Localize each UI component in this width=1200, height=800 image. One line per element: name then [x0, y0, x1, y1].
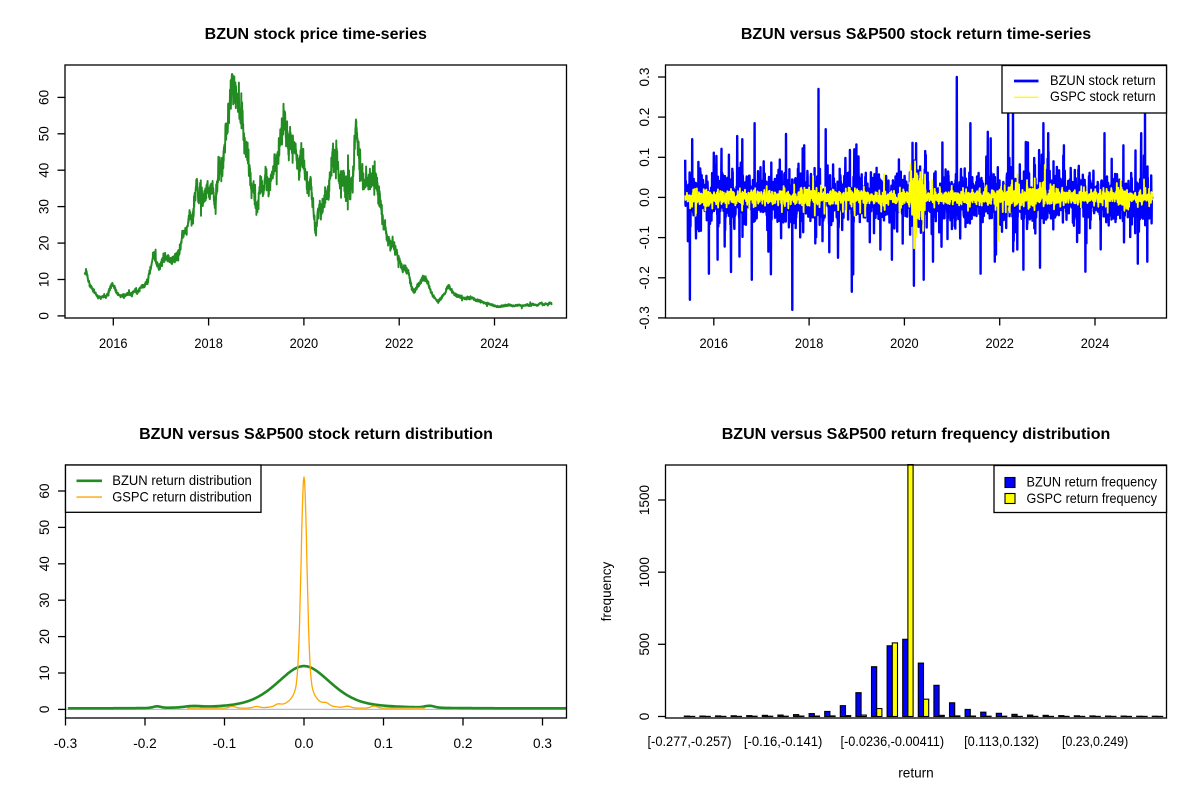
svg-text:0: 0: [637, 712, 652, 720]
svg-text:40: 40: [37, 556, 52, 572]
svg-text:BZUN stock return: BZUN stock return: [1050, 73, 1156, 88]
svg-text:0: 0: [37, 705, 52, 713]
svg-text:2022: 2022: [385, 336, 414, 351]
svg-text:50: 50: [37, 519, 52, 535]
svg-text:2016: 2016: [700, 336, 729, 351]
svg-text:0.2: 0.2: [454, 736, 473, 751]
svg-text:60: 60: [36, 89, 51, 105]
svg-text:GSPC return frequency: GSPC return frequency: [1027, 491, 1158, 506]
svg-text:-0.3: -0.3: [54, 736, 77, 751]
svg-text:-0.1: -0.1: [213, 736, 236, 751]
svg-text:30: 30: [37, 592, 52, 608]
svg-text:2018: 2018: [795, 336, 824, 351]
svg-text:BZUN stock price time-series: BZUN stock price time-series: [205, 26, 427, 43]
svg-text:0.1: 0.1: [374, 736, 393, 751]
svg-text:2024: 2024: [1081, 336, 1110, 351]
svg-text:500: 500: [637, 633, 652, 656]
svg-text:[0.113,0.132): [0.113,0.132): [964, 734, 1039, 749]
svg-text:30: 30: [36, 199, 51, 215]
svg-text:GSPC return distribution: GSPC return distribution: [112, 489, 252, 504]
svg-text:2020: 2020: [890, 336, 919, 351]
svg-text:10: 10: [37, 665, 52, 681]
svg-text:0.0: 0.0: [295, 736, 314, 751]
svg-text:BZUN return frequency: BZUN return frequency: [1027, 475, 1158, 490]
svg-text:[-0.0236,-0.00411): [-0.0236,-0.00411): [841, 734, 945, 749]
svg-text:[-0.16,-0.141): [-0.16,-0.141): [744, 734, 823, 749]
svg-text:frequency: frequency: [599, 561, 614, 621]
svg-text:-0.2: -0.2: [637, 266, 652, 289]
svg-text:[0.23,0.249): [0.23,0.249): [1062, 734, 1128, 749]
svg-text:2018: 2018: [194, 336, 223, 351]
svg-text:2024: 2024: [480, 336, 509, 351]
svg-text:0.0: 0.0: [637, 188, 652, 207]
svg-text:10: 10: [36, 272, 51, 288]
svg-text:0.3: 0.3: [637, 68, 652, 87]
svg-text:-0.2: -0.2: [133, 736, 156, 751]
svg-text:BZUN versus S&P500 stock retur: BZUN versus S&P500 stock return distribu…: [139, 426, 493, 443]
svg-text:50: 50: [36, 126, 51, 142]
svg-text:0.1: 0.1: [637, 148, 652, 167]
svg-text:-0.3: -0.3: [637, 306, 652, 329]
svg-text:0.3: 0.3: [533, 736, 552, 751]
svg-text:40: 40: [36, 162, 51, 178]
svg-text:20: 20: [37, 629, 52, 645]
svg-text:2020: 2020: [290, 336, 319, 351]
svg-text:2022: 2022: [985, 336, 1014, 351]
svg-text:BZUN versus S&P500 return freq: BZUN versus S&P500 return frequency dist…: [722, 426, 1111, 443]
svg-text:0.2: 0.2: [637, 108, 652, 127]
svg-text:[-0.277,-0.257): [-0.277,-0.257): [648, 734, 732, 749]
svg-text:BZUN versus S&P500 stock retur: BZUN versus S&P500 stock return time-ser…: [741, 26, 1091, 43]
svg-text:2016: 2016: [99, 336, 128, 351]
svg-text:return: return: [898, 766, 934, 781]
svg-text:1000: 1000: [637, 557, 652, 588]
svg-text:-0.1: -0.1: [637, 226, 652, 249]
svg-text:0: 0: [36, 312, 51, 320]
svg-text:GSPC stock return: GSPC stock return: [1050, 89, 1156, 104]
svg-text:BZUN return distribution: BZUN return distribution: [112, 473, 252, 488]
svg-text:60: 60: [37, 483, 52, 499]
svg-text:1500: 1500: [637, 484, 652, 515]
svg-text:20: 20: [36, 235, 51, 251]
